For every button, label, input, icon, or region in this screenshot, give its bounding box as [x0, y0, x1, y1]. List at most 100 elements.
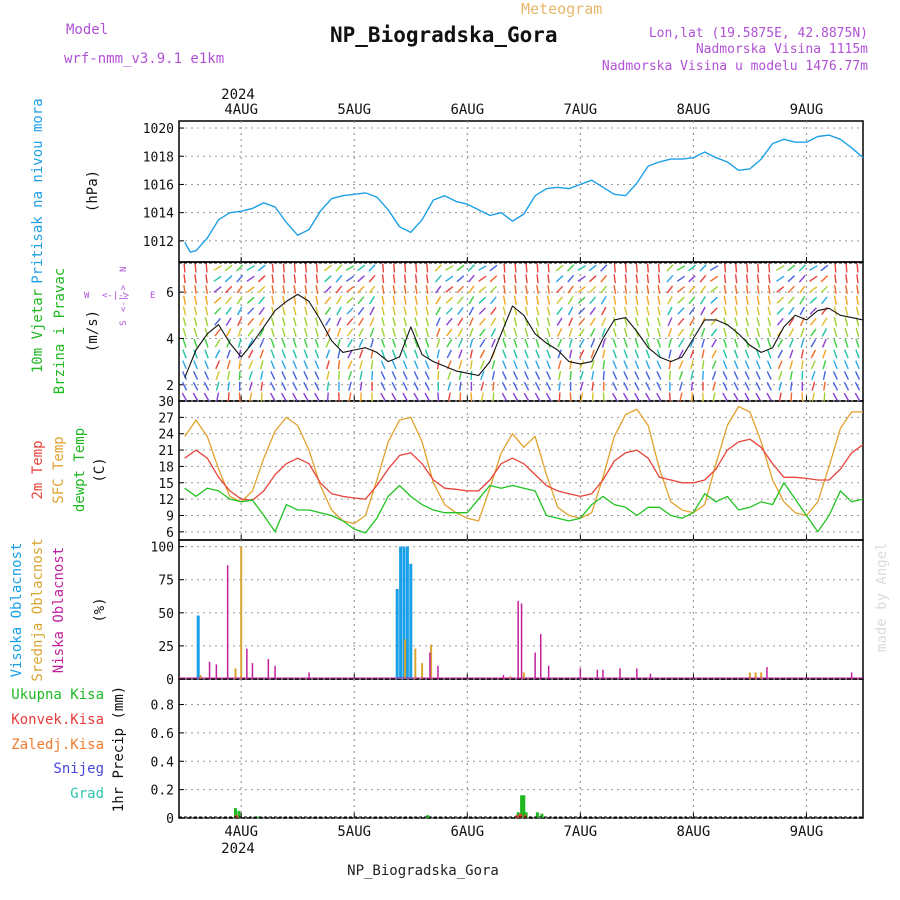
compass-sn-arrow: <-|-> — [119, 284, 129, 312]
wind-arrow — [656, 338, 662, 348]
wind-arrow — [392, 338, 397, 348]
wind-arrow — [424, 392, 431, 402]
wind-arrow — [194, 263, 197, 273]
wind-arrow — [414, 327, 419, 338]
wind-arrow — [391, 392, 397, 402]
wind-arrow — [856, 263, 859, 273]
wind-arrow — [734, 306, 738, 316]
wind-arrow — [281, 317, 286, 327]
wind-arrow — [844, 338, 849, 348]
wind-arrow — [556, 317, 563, 326]
low-cloud-bar — [226, 565, 229, 679]
wind-arrow — [478, 296, 487, 304]
wind-arrow — [799, 285, 806, 294]
wind-arrow — [656, 371, 662, 380]
wind-arrow — [744, 360, 750, 370]
wind-arrow — [767, 327, 772, 338]
wind-arrow — [470, 392, 473, 402]
low-cloud-bar — [267, 659, 270, 679]
wind-arrow — [468, 296, 475, 305]
wind-arrow — [767, 338, 772, 348]
wind-arrow — [402, 381, 408, 391]
low-cloud-bar — [602, 669, 604, 679]
wind-arrow — [646, 317, 650, 327]
wind-arrow — [634, 392, 640, 402]
wind-arrow — [402, 392, 408, 402]
wind-arrow — [258, 285, 266, 294]
wind-arrow — [744, 349, 750, 359]
wind-arrow — [381, 306, 385, 316]
wind-arrow — [833, 295, 837, 305]
wind-arrow — [833, 306, 838, 316]
wind-arrow — [468, 285, 475, 294]
station-title: NP_Biogradska_Gora — [330, 23, 558, 47]
wind-arrow — [555, 275, 564, 283]
wind-arrow — [478, 275, 487, 282]
wind-arrow — [635, 263, 638, 273]
wind-arrow — [766, 360, 772, 370]
wind-arrow — [745, 295, 749, 305]
wind-arrow — [677, 296, 685, 304]
wind-arrow — [213, 275, 222, 282]
wind-arrow — [787, 285, 795, 294]
wind-arrow — [435, 296, 442, 305]
wind-arrow — [204, 317, 209, 327]
y-tick-label: 21 — [158, 444, 174, 459]
low-cloud-bar — [547, 665, 550, 679]
wind-arrow — [612, 371, 618, 380]
wind-arrow — [204, 338, 209, 348]
wind-arrow — [723, 327, 728, 338]
wind-arrow — [745, 274, 749, 284]
y-tick-label: 24 — [158, 428, 174, 443]
wind-arrow — [502, 349, 507, 359]
wind-arrow — [259, 360, 264, 370]
wind-arrow — [722, 349, 728, 359]
wind-arrow — [755, 381, 761, 391]
wind-arrow — [688, 296, 696, 305]
wind-arrow — [623, 338, 628, 348]
precip-legend-konvek: Konvek.Kisa — [11, 712, 104, 728]
wind-arrow — [623, 360, 629, 370]
wind-arrow — [635, 284, 639, 295]
wind-arrow — [480, 381, 485, 391]
low-cloud-bar — [274, 665, 276, 679]
wind-arrow — [489, 275, 498, 283]
y-tick-label: 9 — [166, 509, 174, 524]
wind-arrow — [668, 338, 672, 348]
wind-arrow — [467, 274, 475, 283]
wind-arrow — [822, 349, 827, 359]
wind-arrow — [513, 338, 518, 348]
wind-arrow — [204, 349, 209, 359]
wind-arrow — [303, 327, 308, 338]
precip-ylabel: 1hr Precip (mm) — [111, 686, 127, 812]
wind-arrow — [656, 392, 662, 402]
wind-arrow — [612, 381, 618, 391]
wind-arrow — [657, 263, 660, 273]
wind-arrow — [790, 381, 793, 391]
wind-arrow — [281, 349, 287, 359]
wind-arrow — [249, 392, 253, 402]
wind-arrow — [270, 371, 276, 380]
wind-arrow — [776, 286, 785, 293]
wind-arrow — [489, 264, 498, 272]
wind-arrow — [303, 338, 308, 348]
wind-arrow — [577, 265, 586, 271]
y-tick-label: 27 — [158, 411, 174, 426]
wind-arrow — [756, 284, 760, 295]
wind-arrow — [844, 295, 848, 305]
wind-arrow — [733, 392, 739, 402]
ukupna-kisa-bar — [524, 812, 528, 818]
wind-arrow — [755, 360, 761, 370]
wind-arrow — [502, 306, 507, 316]
wind-panel-frame — [178, 261, 864, 402]
wind-arrow — [602, 370, 605, 381]
wind-arrow — [568, 317, 574, 327]
wind-arrow — [569, 370, 572, 381]
wind-arrow — [457, 328, 464, 337]
wind-arrow — [371, 392, 374, 402]
wind-arrow — [346, 296, 354, 304]
wind-arrow — [820, 296, 828, 305]
wind-arrow — [613, 263, 616, 273]
wind-arrow — [666, 285, 674, 294]
wind-arrow — [271, 284, 275, 295]
